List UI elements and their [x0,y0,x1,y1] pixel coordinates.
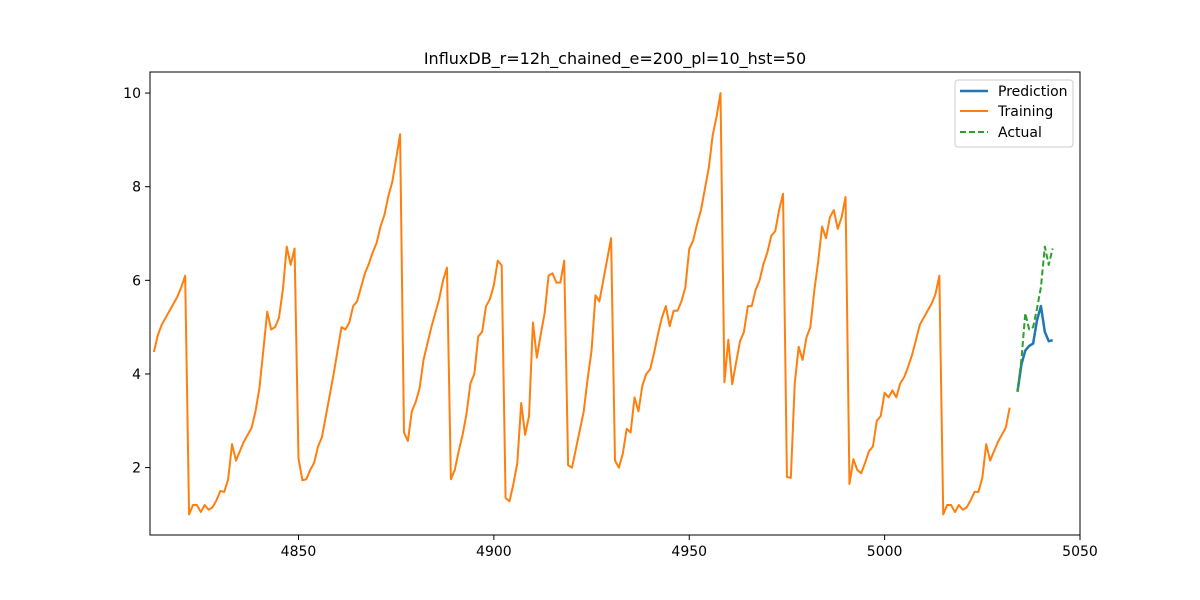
series-line-training [152,92,1011,516]
y-tick-label: 8 [132,180,141,196]
y-tick-label: 2 [132,461,141,477]
legend-box [954,79,1074,148]
x-tick-label: 4850 [281,544,317,560]
series-line-prediction [1016,304,1053,392]
plot-frame [149,71,1081,536]
legend-training-label: Training [997,104,1053,120]
x-axis: 4850 4900 4950 5000 5050 [281,535,1098,560]
y-axis: 2 4 6 8 10 [123,86,150,477]
y-tick-label: 4 [132,367,141,383]
x-tick-label: 4950 [671,544,707,560]
y-tick-label: 10 [123,86,141,102]
x-tick-label: 4900 [476,544,512,560]
series-layer [152,92,1054,516]
x-tick-label: 5000 [867,544,903,560]
legend-actual-label: Actual [998,125,1042,141]
y-tick-label: 6 [132,273,141,289]
legend-prediction-label: Prediction [998,84,1068,100]
x-tick-label: 5050 [1062,544,1098,560]
legend: Prediction Training Actual [954,79,1074,148]
series-line-actual [1016,245,1054,392]
chart-title: InfluxDB_r=12h_chained_e=200_pl=10_hst=5… [424,49,806,69]
